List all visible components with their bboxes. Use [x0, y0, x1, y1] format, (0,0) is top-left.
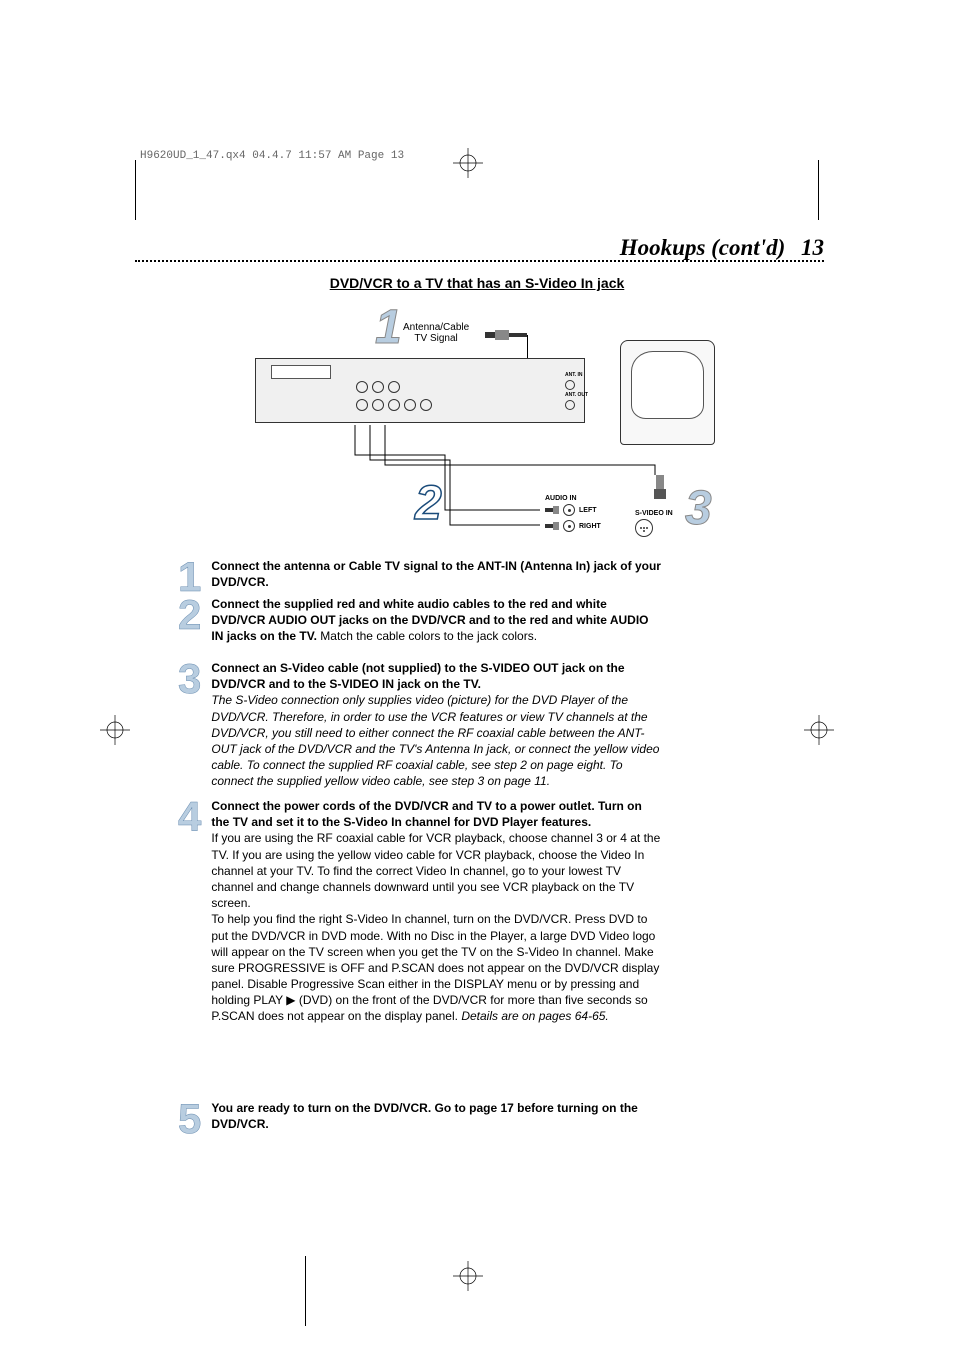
crop-mark-bottom	[453, 1261, 483, 1291]
step-4-tail: Details are on pages 64-65.	[458, 1009, 609, 1023]
antenna-label: Antenna/Cable TV Signal	[403, 322, 469, 344]
step-4-bold: Connect the power cords of the DVD/VCR a…	[211, 799, 641, 829]
step-1-bold: Connect the antenna or Cable TV signal t…	[211, 559, 661, 589]
step-number: 5	[178, 1100, 201, 1138]
crop-mark-right	[804, 715, 834, 745]
page-title-row: Hookups (cont'd) 13	[620, 235, 824, 261]
fold-line-top-right	[818, 160, 819, 220]
cable-lines	[260, 420, 690, 550]
step-number: 3	[178, 660, 201, 698]
print-header: H9620UD_1_47.qx4 04.4.7 11:57 AM Page 13	[140, 150, 404, 162]
page-title: Hookups (cont'd)	[620, 235, 785, 260]
step-4-body: If you are using the RF coaxial cable fo…	[211, 831, 660, 1023]
step-1: 1 Connect the antenna or Cable TV signal…	[178, 558, 661, 596]
fold-line-top	[135, 160, 136, 220]
hookup-diagram: 1 Antenna/Cable TV Signal ANT. IN ANT. O…	[225, 300, 725, 550]
crop-mark-top	[453, 148, 483, 178]
step-number: 4	[178, 798, 201, 836]
crop-mark-left	[100, 715, 130, 745]
step-2-body: Match the cable colors to the jack color…	[317, 629, 537, 643]
page-number: 13	[801, 235, 824, 260]
ant-in-label: ANT. IN	[565, 372, 595, 378]
dvdvcr-rear-panel	[255, 358, 585, 423]
divider-dotted	[135, 260, 824, 262]
ant-out-label: ANT. OUT	[565, 392, 595, 398]
step-5-bold: You are ready to turn on the DVD/VCR. Go…	[211, 1101, 637, 1131]
step-number: 2	[178, 596, 201, 634]
step-2: 2 Connect the supplied red and white aud…	[178, 596, 661, 645]
step-3: 3 Connect an S-Video cable (not supplied…	[178, 660, 661, 790]
diagram-callout-1: 1	[375, 304, 402, 352]
step-5: 5 You are ready to turn on the DVD/VCR. …	[178, 1100, 661, 1138]
step-3-bold: Connect an S-Video cable (not supplied) …	[211, 661, 624, 691]
section-title: DVD/VCR to a TV that has an S-Video In j…	[0, 275, 954, 291]
fold-line-bottom	[305, 1256, 306, 1326]
step-3-italic: The S-Video connection only supplies vid…	[211, 693, 659, 788]
step-4: 4 Connect the power cords of the DVD/VCR…	[178, 798, 661, 1025]
